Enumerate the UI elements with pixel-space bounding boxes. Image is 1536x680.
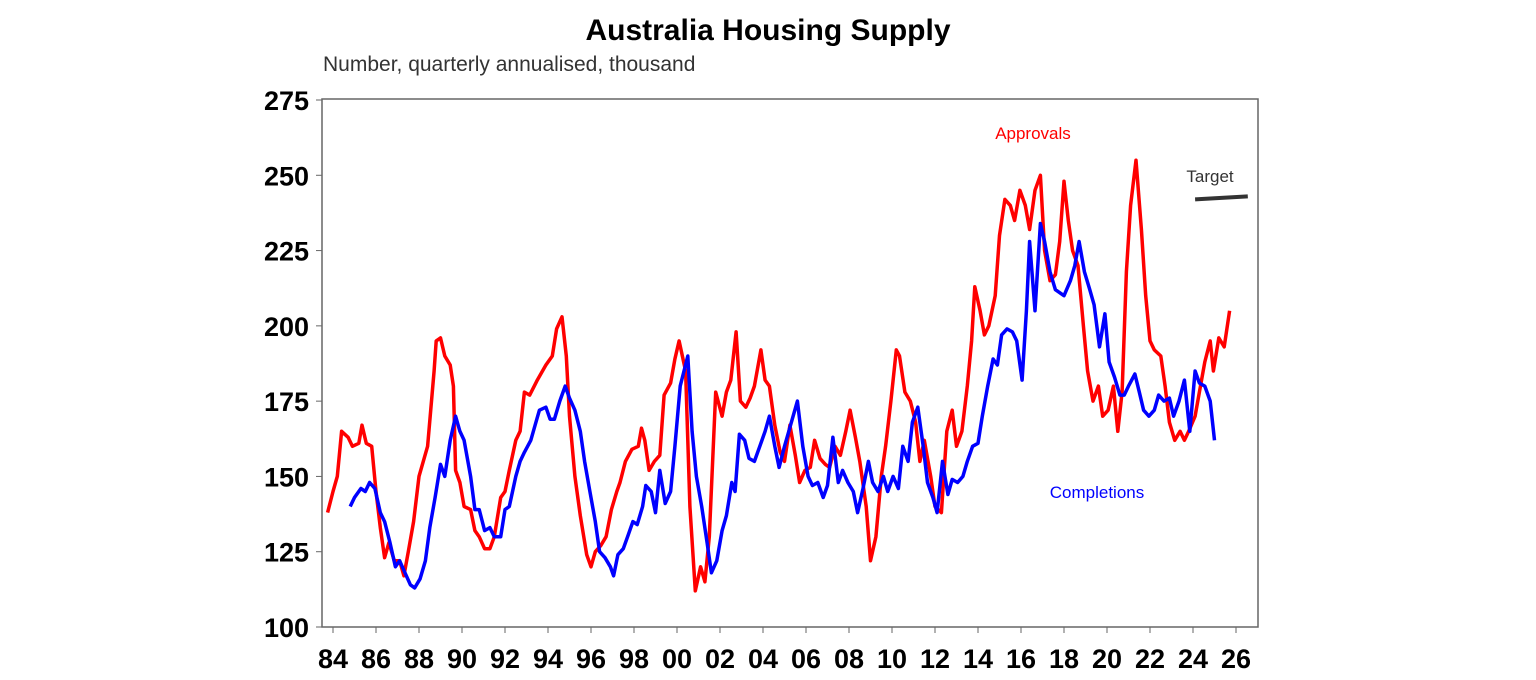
x-tick-label: 08 [834, 644, 864, 674]
series-label-completions: Completions [1050, 483, 1145, 502]
x-tick-label: 20 [1092, 644, 1122, 674]
x-tick-label: 92 [490, 644, 520, 674]
y-tick-label: 200 [264, 312, 309, 342]
x-tick-label: 00 [662, 644, 692, 674]
x-tick-label: 04 [748, 644, 778, 674]
y-tick-label: 100 [264, 613, 309, 643]
y-tick-label: 175 [264, 387, 309, 417]
x-tick-label: 26 [1221, 644, 1251, 674]
x-tick-label: 94 [533, 644, 563, 674]
x-tick-label: 98 [619, 644, 649, 674]
x-tick-label: 84 [318, 644, 348, 674]
series-label-target: Target [1186, 167, 1234, 186]
y-tick-label: 250 [264, 161, 309, 191]
x-tick-label: 18 [1049, 644, 1079, 674]
series-line-approvals [325, 158, 1232, 593]
series-line-target [1194, 194, 1248, 202]
x-tick-label: 06 [791, 644, 821, 674]
x-tick-label: 24 [1178, 644, 1208, 674]
x-tick-label: 86 [361, 644, 391, 674]
plot-area [321, 98, 1259, 628]
y-tick-label: 125 [264, 538, 309, 568]
y-tick-label: 275 [264, 86, 309, 116]
series-label-approvals: Approvals [995, 124, 1071, 143]
x-tick-label: 14 [963, 644, 993, 674]
x-tick-label: 10 [877, 644, 907, 674]
x-tick-label: 02 [705, 644, 735, 674]
x-tick-label: 90 [447, 644, 477, 674]
chart-title: Australia Housing Supply [585, 14, 951, 47]
series-line-completions [348, 221, 1217, 590]
y-tick-label: 150 [264, 462, 309, 492]
x-tick-label: 16 [1006, 644, 1036, 674]
y-tick-label: 225 [264, 237, 309, 267]
x-tick-label: 96 [576, 644, 606, 674]
x-tick-label: 12 [920, 644, 950, 674]
x-tick-label: 88 [404, 644, 434, 674]
x-tick-label: 22 [1135, 644, 1165, 674]
chart-subtitle: Number, quarterly annualised, thousand [323, 53, 696, 76]
